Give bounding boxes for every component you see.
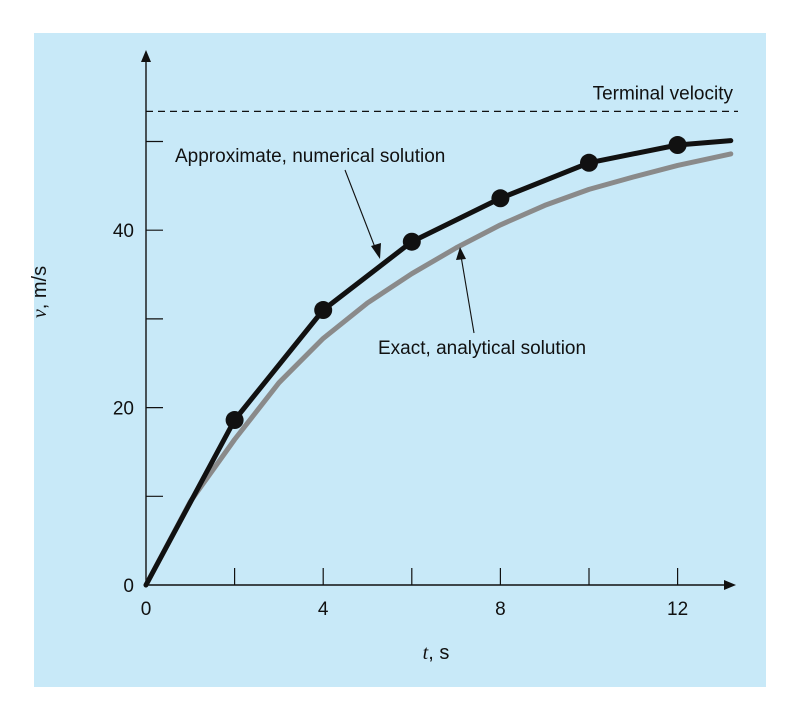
series-layer [143,136,734,588]
annotations: Approximate, numerical solution Exact, a… [175,146,586,359]
y-axis-title: v, m/s [29,266,51,318]
axes: 0 4 8 12 0 20 40 [113,50,736,620]
numerical-label-arrow-shaft [344,169,377,251]
numerical-solution-label: Approximate, numerical solution [175,146,445,167]
numerical-solution-point [225,411,244,430]
numerical-label-arrowhead [371,243,381,259]
x-axis-title: t, s [423,642,450,664]
numerical-solution-point [402,232,421,251]
y-tick-label: 20 [113,399,134,420]
numerical-solution-line [143,138,734,588]
terminal-velocity: Terminal velocity [146,83,738,112]
y-tick-label: 40 [113,221,134,242]
terminal-velocity-label: Terminal velocity [593,83,734,104]
x-tick-label: 0 [141,599,152,620]
x-tick-label: 8 [495,599,506,620]
analytical-solution-label: Exact, analytical solution [378,338,586,359]
numerical-solution-point [491,189,510,208]
numerical-solution-point [668,136,687,155]
numerical-solution-point [580,153,598,172]
x-axis-arrowhead [724,580,736,590]
y-tick-label: 0 [123,576,134,597]
analytical-label-arrowhead [456,247,466,260]
x-tick-label: 12 [667,599,688,620]
y-axis-arrowhead [141,50,151,62]
x-tick-label: 4 [318,599,329,620]
analytical-label-arrow-shaft [460,255,475,334]
analytical-solution-line [143,151,734,588]
numerical-solution-point [314,301,333,320]
